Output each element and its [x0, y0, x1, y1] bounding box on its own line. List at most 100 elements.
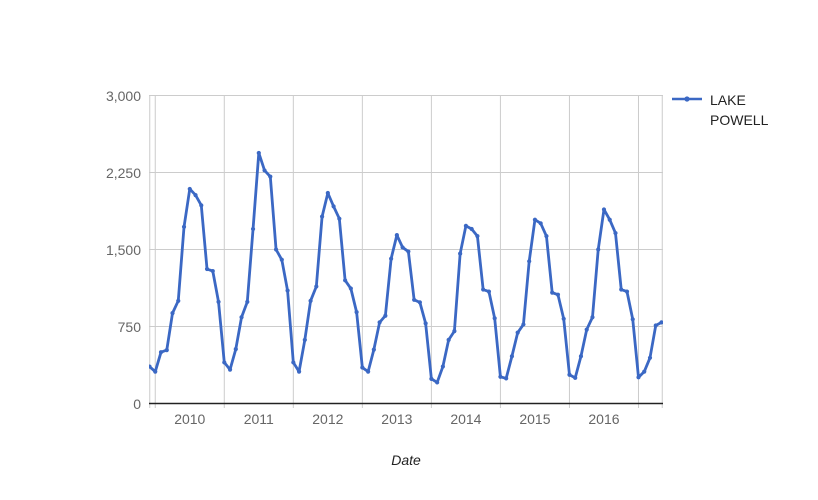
data-point [256, 150, 261, 156]
data-point [504, 376, 509, 381]
x-axis-title: Date [391, 452, 421, 468]
data-point [642, 369, 647, 374]
data-point [475, 234, 480, 239]
data-point [417, 300, 422, 305]
data-point [360, 365, 365, 370]
data-point [613, 230, 618, 236]
data-point [302, 337, 307, 342]
y-tick-label: 2,250 [105, 164, 141, 181]
data-point [498, 374, 503, 379]
data-point [176, 298, 181, 303]
data-point [337, 216, 342, 221]
data-point [285, 288, 290, 293]
data-point [222, 360, 227, 365]
data-point [578, 354, 584, 359]
data-point [544, 234, 549, 239]
data-point [596, 247, 601, 252]
data-point [216, 299, 221, 304]
data-point [458, 251, 463, 256]
data-point [435, 380, 440, 385]
data-point [469, 226, 474, 232]
data-point [481, 287, 486, 292]
x-tick-label: 2012 [312, 411, 344, 427]
data-point [199, 203, 204, 208]
x-tick-label: 2011 [243, 411, 274, 427]
data-point [181, 224, 187, 230]
data-point [509, 354, 515, 359]
x-tick-label: 2010 [174, 411, 206, 427]
data-point [314, 284, 319, 289]
data-point [452, 329, 457, 334]
data-point [239, 315, 244, 320]
data-point [527, 259, 532, 264]
data-point [659, 320, 663, 325]
data-point [515, 330, 520, 335]
data-point [319, 214, 325, 219]
data-point [573, 375, 578, 380]
data-point [607, 217, 612, 222]
data-point [187, 186, 192, 192]
data-point [400, 245, 405, 250]
x-tick-label: 2015 [519, 411, 551, 427]
data-point [423, 321, 428, 326]
data-point [296, 369, 302, 374]
data-point [463, 223, 468, 228]
data-point [354, 310, 359, 315]
data-point [601, 207, 607, 212]
data-point [164, 348, 169, 353]
data-point [170, 311, 175, 316]
data-point [227, 367, 233, 372]
data-point [567, 372, 572, 377]
data-point [555, 292, 561, 297]
data-point [653, 323, 658, 328]
data-point [233, 346, 238, 352]
data-point [412, 297, 417, 302]
legend-line-marker-icon [672, 96, 702, 102]
data-point [389, 256, 394, 261]
y-tick-label: 750 [117, 318, 141, 335]
data-point [636, 375, 641, 380]
y-tick-label: 1,500 [105, 241, 141, 258]
data-point [492, 316, 497, 321]
data-point [366, 369, 371, 374]
data-point [325, 190, 330, 196]
data-point [308, 298, 313, 303]
legend: LAKE POWELL [671, 90, 788, 130]
data-point [377, 320, 382, 325]
data-point [624, 289, 630, 294]
data-point [647, 355, 653, 360]
plot-area [149, 95, 663, 408]
data-point [486, 289, 492, 294]
data-point [291, 360, 296, 365]
data-point [532, 217, 538, 222]
data-point [538, 221, 543, 226]
data-point [268, 174, 273, 179]
data-point [273, 247, 279, 252]
data-point [331, 204, 336, 209]
data-point [153, 369, 158, 374]
data-point [245, 299, 250, 304]
data-point [561, 316, 566, 321]
data-point [371, 347, 376, 352]
data-point [158, 350, 164, 355]
data-point [262, 168, 267, 173]
data-point [149, 364, 152, 369]
data-point [584, 327, 589, 332]
data-point [348, 286, 353, 291]
data-point [590, 315, 595, 320]
data-point [630, 317, 635, 322]
data-point [619, 287, 624, 292]
data-point [193, 192, 198, 198]
data-point [250, 226, 256, 232]
data-point [406, 249, 411, 254]
x-tick-label: 2016 [588, 411, 620, 427]
data-point [394, 233, 399, 238]
data-point [204, 266, 210, 272]
data-point [383, 313, 388, 318]
data-point [429, 376, 434, 381]
data-point [521, 322, 526, 327]
data-point [446, 337, 451, 342]
data-point [210, 268, 215, 274]
data-point [550, 290, 555, 295]
